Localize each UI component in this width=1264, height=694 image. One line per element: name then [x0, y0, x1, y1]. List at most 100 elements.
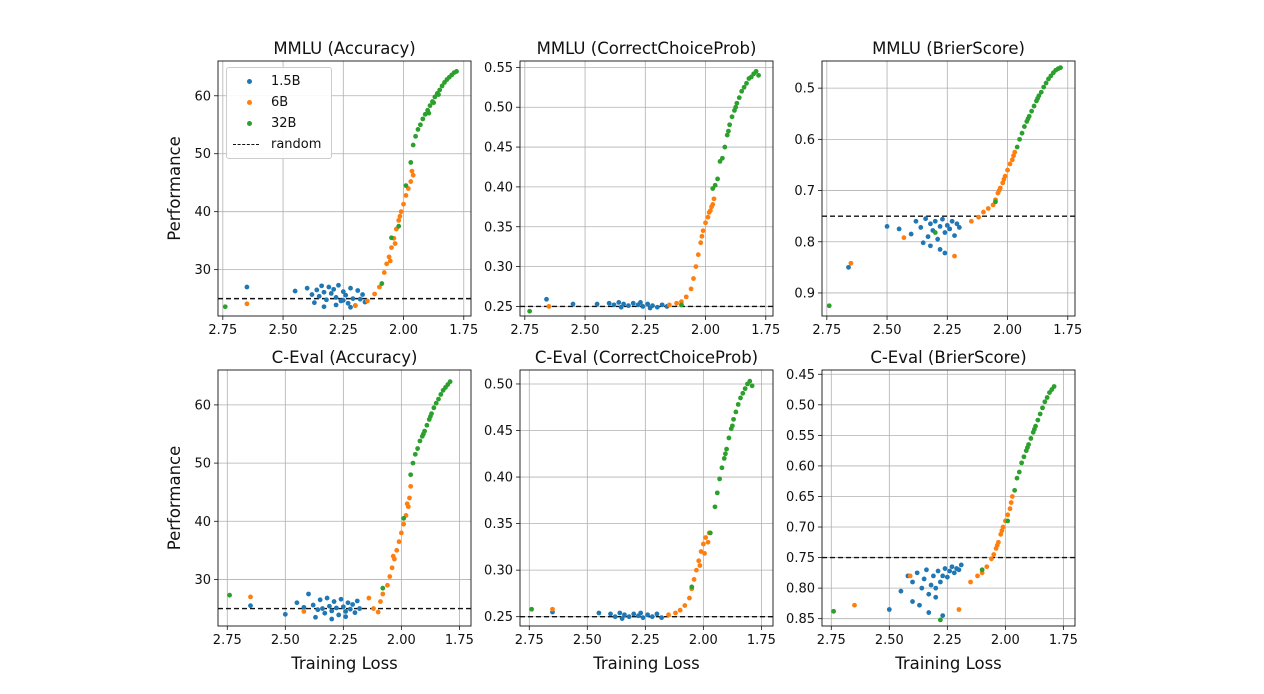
data-point-1-5b	[926, 591, 932, 597]
data-point-32b	[227, 592, 233, 598]
y-tick-label: 0.55	[484, 61, 513, 76]
data-point-32b	[720, 155, 725, 161]
data-point-32b	[222, 304, 228, 310]
data-point-32b	[979, 567, 985, 573]
data-point-1-5b	[956, 225, 962, 230]
legend-label: random	[271, 137, 322, 152]
y-tick-label: 0.60	[786, 459, 815, 474]
data-point-6b	[699, 233, 705, 239]
y-tick-label: 0.45	[786, 368, 815, 383]
data-point-1-5b	[951, 570, 957, 576]
data-point-6b	[705, 539, 711, 545]
data-point-32b	[417, 438, 423, 444]
data-point-1-5b	[618, 304, 624, 310]
data-point-1-5b	[935, 568, 941, 574]
data-point-1-5b	[314, 287, 320, 293]
data-point-1-5b	[326, 284, 332, 290]
data-point-6b	[700, 541, 706, 547]
data-point-1-5b	[898, 588, 904, 594]
data-point-1-5b	[350, 296, 356, 302]
panel-title: C-Eval (CorrectChoiceProb)	[535, 348, 758, 367]
data-point-32b	[742, 386, 748, 392]
data-point-6b	[380, 591, 386, 597]
y-tick-label: 0.80	[786, 582, 815, 597]
series-1-5b	[886, 562, 964, 619]
data-point-1-5b	[347, 606, 353, 612]
data-point-6b	[408, 483, 414, 489]
data-point-32b	[739, 88, 745, 94]
data-point-1-5b	[311, 300, 317, 306]
data-point-6b	[1005, 512, 1011, 518]
data-point-32b	[831, 608, 837, 614]
data-point-1-5b	[248, 603, 253, 609]
data-point-6b	[389, 565, 395, 571]
data-point-1-5b	[928, 221, 933, 227]
series-32b	[222, 69, 459, 310]
data-point-1-5b	[350, 602, 356, 607]
data-point-32b	[744, 80, 749, 86]
data-point-6b	[398, 209, 404, 215]
data-point-1-5b	[917, 602, 922, 608]
data-point-6b	[387, 258, 393, 264]
x-tick-label: 1.75	[1053, 323, 1082, 338]
data-point-1-5b	[322, 610, 328, 616]
data-point-32b	[731, 416, 736, 422]
data-point-6b	[698, 240, 704, 246]
data-point-1-5b	[958, 562, 964, 568]
data-point-32b	[1041, 84, 1047, 90]
data-point-32b	[726, 128, 731, 134]
data-point-1-5b	[937, 579, 943, 585]
x-tick-label: 2.00	[387, 633, 416, 648]
data-point-1-5b	[320, 606, 325, 611]
data-point-32b	[1031, 103, 1037, 109]
x-axis-label: Training Loss	[894, 654, 1002, 673]
series-1-5b	[248, 591, 362, 622]
data-point-6b	[397, 213, 403, 219]
data-point-1-5b	[937, 247, 943, 252]
data-point-1-5b	[626, 303, 631, 309]
data-point-6b	[700, 228, 706, 234]
y-tick-label: 60	[194, 398, 211, 413]
data-point-6b	[410, 172, 416, 178]
data-point-32b	[1051, 384, 1057, 389]
data-point-1-5b	[594, 301, 600, 307]
data-point-32b	[1021, 454, 1027, 460]
data-point-1-5b	[931, 573, 936, 579]
data-point-1-5b	[937, 223, 943, 229]
panel-mmlu-correctchoiceprob: 2.75 2.50 2.25 2.00 1.75 0.25 0.30 0.35 0.40 0.45…	[484, 39, 780, 338]
data-point-1-5b	[640, 304, 646, 309]
data-point-6b	[301, 609, 307, 614]
data-point-1-5b	[616, 300, 622, 305]
data-point-6b	[398, 530, 404, 536]
data-point-1-5b	[340, 604, 346, 610]
panel-c-eval-correctchoiceprob: 2.75 2.50 2.25 2.00 1.75 0.25 0.30 0.35 0.40 0.45…	[484, 348, 776, 673]
data-point-32b	[527, 308, 533, 314]
data-point-32b	[1035, 417, 1041, 423]
data-point-32b	[729, 423, 735, 429]
x-tick-label: 2.75	[208, 323, 237, 338]
data-point-1-5b	[306, 591, 311, 597]
data-point-6b	[546, 304, 552, 309]
data-point-6b	[696, 558, 702, 564]
data-point-1-5b	[924, 567, 929, 573]
data-point-1-5b	[338, 596, 344, 602]
data-point-1-5b	[608, 611, 613, 617]
data-point-1-5b	[940, 613, 946, 619]
x-tick-label: 2.00	[691, 323, 720, 338]
data-point-1-5b	[319, 283, 325, 289]
x-axis-label: Training Loss	[290, 654, 398, 673]
data-point-1-5b	[659, 615, 664, 621]
y-tick-label: 30	[194, 263, 211, 278]
data-point-32b	[415, 126, 421, 132]
axes-frame	[217, 369, 472, 627]
data-point-6b	[991, 552, 997, 557]
data-point-1-5b	[846, 264, 851, 270]
data-point-6b	[403, 193, 409, 198]
data-point-32b	[437, 87, 443, 93]
data-point-32b	[1022, 124, 1027, 129]
panel-title: MMLU (Accuracy)	[273, 39, 415, 58]
data-point-6b	[706, 210, 712, 215]
data-point-1-5b	[321, 304, 327, 310]
data-point-32b	[749, 383, 755, 389]
x-tick-label: 1.75	[747, 633, 776, 648]
